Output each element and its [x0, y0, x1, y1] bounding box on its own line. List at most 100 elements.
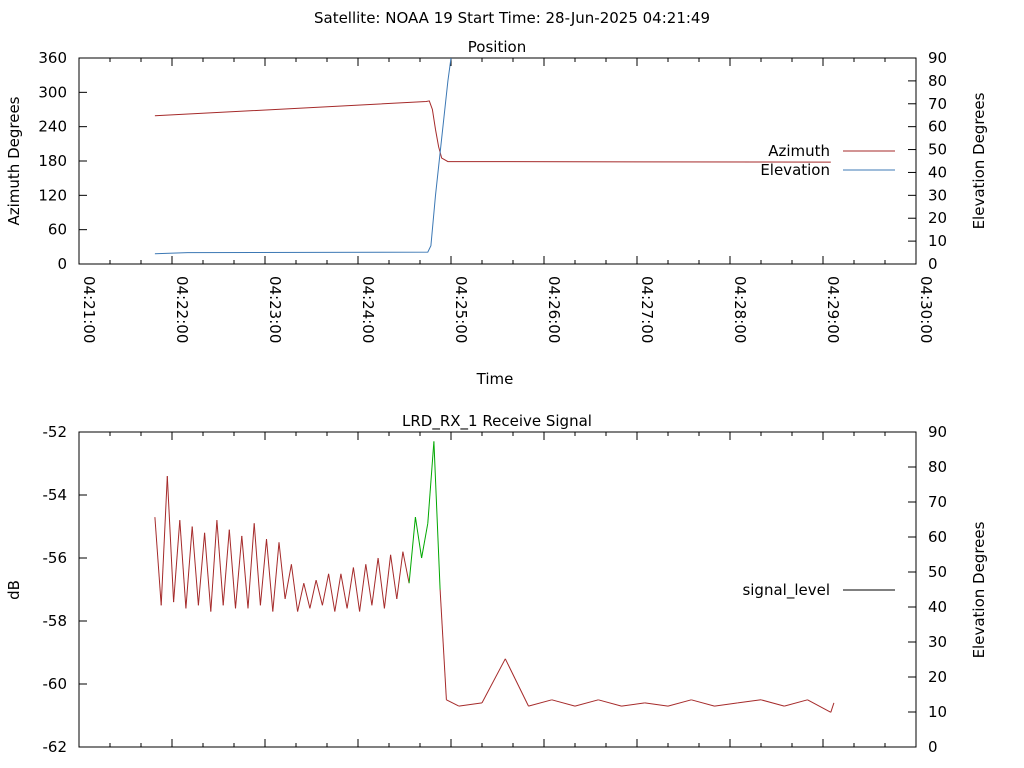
signal-plot-ticks: -62 -60 -58 -56 -54 -52 0 10 20 30 40 50 60 70 80 90	[43, 423, 948, 756]
signal-segment	[644, 702, 669, 707]
signal-segment	[154, 517, 162, 606]
x-tick-label: 04:25:00	[452, 276, 470, 343]
signal-segment	[830, 702, 835, 713]
signal-elevation-axis-title: Elevation Degrees	[970, 521, 988, 658]
y2-tick-label: 20	[928, 668, 947, 686]
y2-tick-label: 90	[928, 423, 947, 441]
legend-azimuth-label: Azimuth	[768, 142, 830, 160]
signal-segment	[278, 542, 286, 599]
signal-segment	[421, 523, 429, 559]
signal-segment	[247, 523, 255, 609]
x-tick-label: 04:29:00	[824, 276, 842, 343]
time-axis-title: Time	[476, 370, 514, 388]
signal-segment	[272, 542, 280, 612]
elevation-line	[154, 58, 452, 255]
y-tick-label: 300	[38, 83, 67, 101]
signal-segment	[160, 476, 168, 606]
signal-segment	[309, 579, 317, 609]
signal-segment	[228, 529, 236, 609]
signal-segment	[284, 564, 292, 599]
y2-tick-label: 70	[928, 95, 947, 113]
y2-tick-label: 10	[928, 703, 947, 721]
signal-segment	[179, 520, 187, 609]
signal-segment	[210, 520, 218, 612]
signal-segment	[458, 702, 483, 707]
y2-tick-label: 60	[928, 118, 947, 136]
signal-segment	[340, 573, 348, 609]
signal-segment	[446, 699, 460, 707]
y2-tick-label: 50	[928, 141, 947, 159]
position-plot-series	[154, 58, 831, 255]
signal-segment	[173, 520, 181, 603]
signal-legend: signal_level	[742, 581, 895, 600]
y-tick-label: -56	[43, 549, 68, 567]
y2-tick-label: 30	[928, 186, 947, 204]
y-tick-label: -58	[43, 612, 68, 630]
y-tick-label: -54	[43, 486, 68, 504]
signal-segment	[481, 658, 506, 704]
signal-segment	[303, 583, 311, 609]
signal-segment	[621, 702, 645, 707]
y2-tick-label: 40	[928, 163, 947, 181]
position-plot-ticks: 0 60 120 180 240 300 360 0 10 20 30 40 50 60 70 80 90 04:…	[38, 49, 947, 343]
signal-segment	[235, 535, 243, 609]
y2-tick-label: 90	[928, 49, 947, 67]
x-tick-label: 04:24:00	[359, 276, 377, 343]
y-tick-label: 360	[38, 49, 67, 67]
signal-segment	[691, 699, 715, 707]
signal-segment	[390, 554, 398, 599]
azimuth-axis-title: Azimuth Degrees	[5, 96, 23, 225]
signal-segment	[807, 699, 832, 713]
y-tick-label: 60	[48, 221, 67, 239]
signal-segment	[402, 551, 410, 584]
y-tick-label: -62	[43, 738, 68, 756]
signal-segment	[414, 517, 423, 559]
elevation-axis-title: Elevation Degrees	[970, 92, 988, 229]
y2-tick-label: 60	[928, 528, 947, 546]
legend-elevation-label: Elevation	[760, 161, 830, 179]
signal-segment	[352, 567, 361, 612]
signal-segment	[241, 535, 249, 609]
y-tick-label: 0	[57, 255, 67, 273]
y2-tick-label: 70	[928, 493, 947, 511]
signal-segment	[371, 557, 379, 606]
signal-segment	[551, 699, 576, 707]
signal-segment	[259, 539, 267, 606]
signal-segment	[266, 539, 274, 612]
signal-plot-title: LRD_RX_1 Receive Signal	[402, 412, 592, 431]
y-tick-label: 180	[38, 152, 67, 170]
y2-tick-label: 0	[928, 255, 938, 273]
legend-signal-label: signal_level	[742, 581, 830, 600]
signal-segment	[598, 699, 622, 707]
signal-segment	[504, 658, 529, 707]
y2-tick-label: 40	[928, 598, 947, 616]
y-tick-label: -52	[43, 423, 68, 441]
signal-segment	[427, 441, 435, 524]
signal-segment	[253, 523, 261, 606]
x-tick-label: 04:23:00	[266, 276, 284, 343]
signal-segment	[714, 702, 738, 707]
x-tick-label: 04:22:00	[173, 276, 191, 343]
signal-segment	[574, 699, 599, 707]
signal-segment	[359, 564, 367, 612]
signal-segment	[315, 579, 323, 606]
signal-segment	[528, 699, 552, 707]
signal-plot: LRD_RX_1 Receive Signal -62 -60 -58 -56 -54 -…	[5, 412, 988, 756]
signal-plot-series	[154, 441, 835, 713]
signal-segment	[377, 557, 385, 609]
signal-segment	[204, 532, 212, 612]
x-tick-label: 04:21:00	[80, 276, 98, 343]
signal-segment	[383, 554, 392, 609]
y-tick-label: -60	[43, 675, 68, 693]
position-plot: Position 0 60 120 180 240 300 360 0 10 20 30 40 50 60…	[5, 38, 988, 388]
signal-segment	[197, 532, 206, 606]
y-tick-label: 240	[38, 118, 67, 136]
signal-segment	[222, 529, 230, 606]
x-tick-label: 04:30:00	[917, 276, 935, 343]
signal-segment	[297, 583, 305, 612]
y2-tick-label: 20	[928, 209, 947, 227]
signal-segment	[760, 699, 785, 707]
y2-tick-label: 80	[928, 458, 947, 476]
signal-segment	[365, 564, 373, 606]
y2-tick-label: 50	[928, 563, 947, 581]
